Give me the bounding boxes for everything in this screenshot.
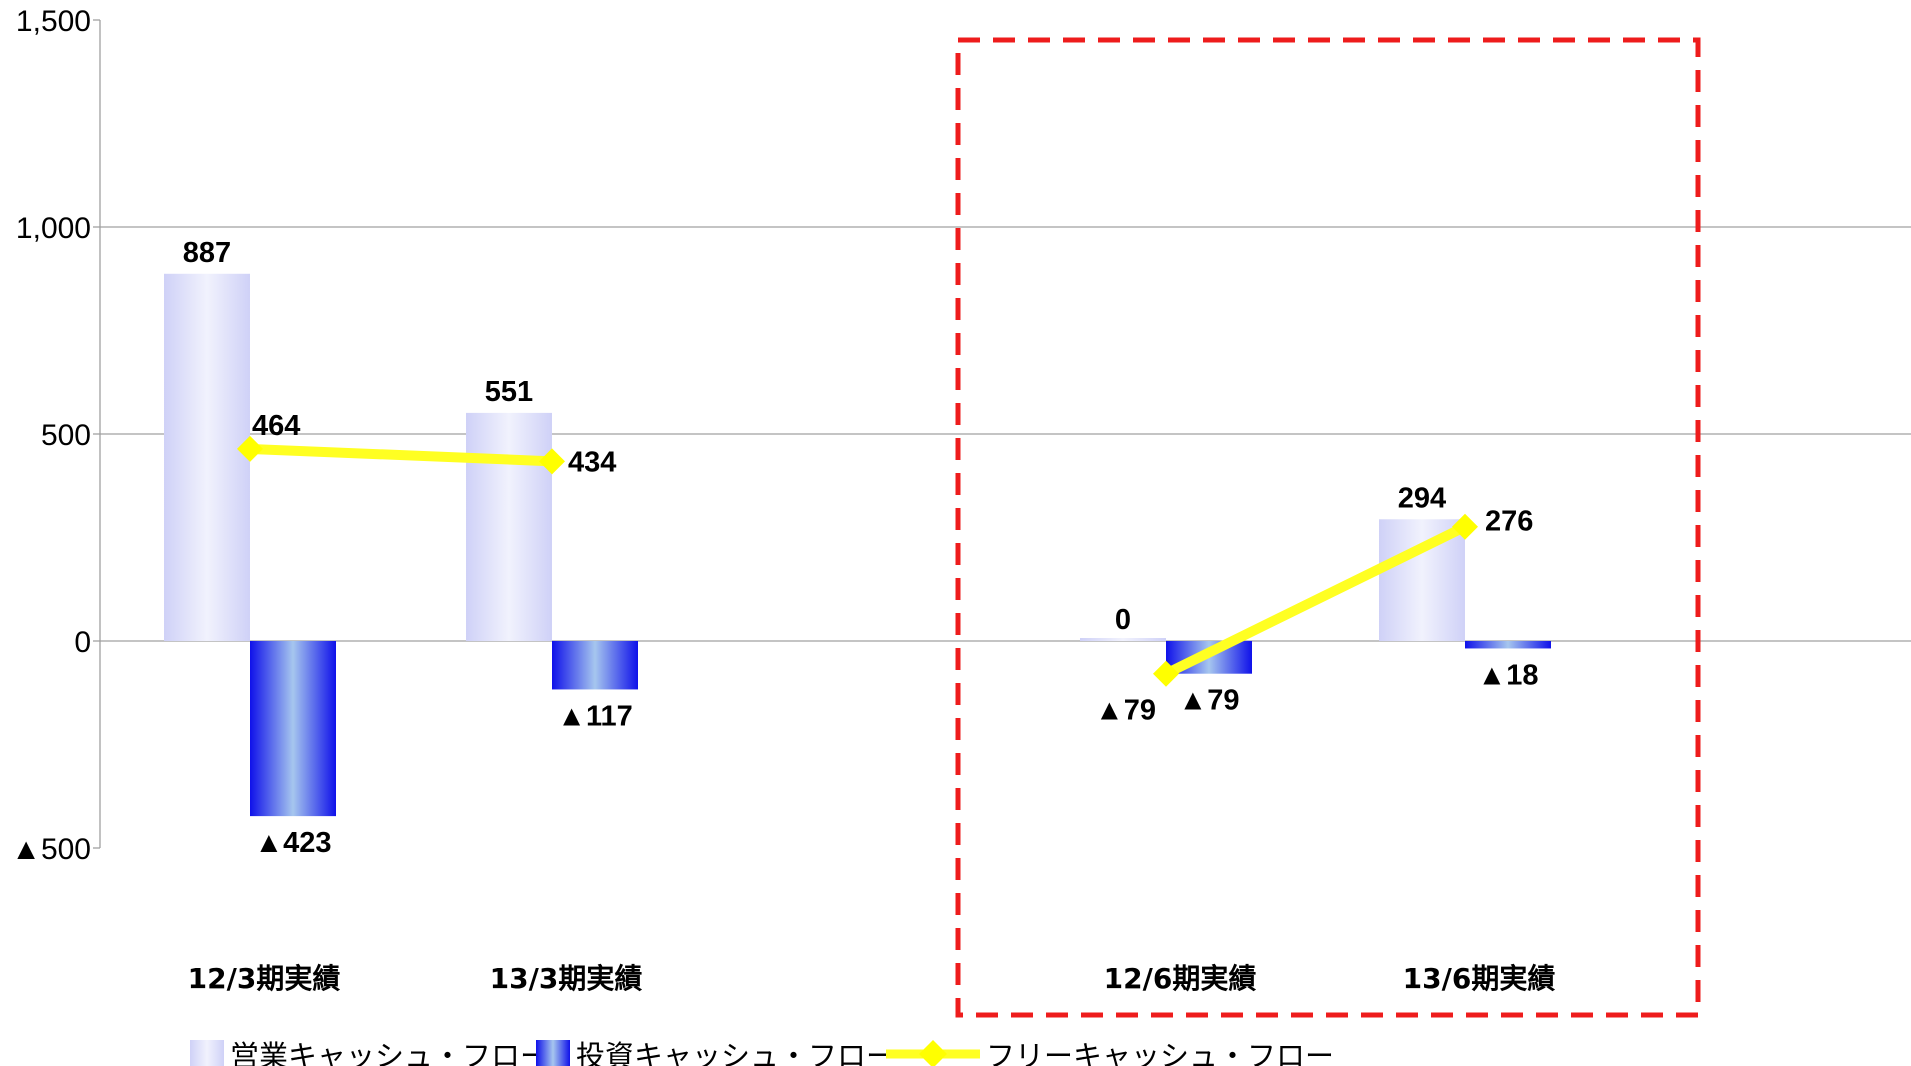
free-cf-marker xyxy=(1452,513,1478,540)
x-axis-categories: 12/3期実績 13/3期実績 12/6期実績 13/6期実績 xyxy=(188,962,1556,995)
operating-cf-label: 887 xyxy=(183,237,231,269)
y-tick-label: 1,500 xyxy=(16,5,91,38)
operating-cf-bar xyxy=(466,412,552,641)
free-cf-marker xyxy=(237,435,263,462)
legend-swatch-operating xyxy=(190,1040,224,1066)
legend-swatch-investing xyxy=(536,1040,570,1066)
investing-cf-label: ▲423 xyxy=(254,827,331,859)
operating-cf-bar xyxy=(1379,519,1465,641)
y-axis: 1,500 1,000 500 0 ▲500 xyxy=(11,5,101,866)
operating-cf-bar xyxy=(164,273,250,641)
gridlines xyxy=(100,226,1911,642)
legend-label-free: フリーキャッシュ・フロー xyxy=(986,1039,1334,1066)
free-cf-label: ▲79 xyxy=(1095,695,1156,727)
highlight-box xyxy=(955,37,1701,1018)
y-tick-label: ▲500 xyxy=(11,833,91,866)
y-tick-label: 1,000 xyxy=(16,212,91,245)
y-tick-label: 500 xyxy=(41,419,91,452)
free-cf-label: 276 xyxy=(1485,506,1533,538)
operating-cf-label: 294 xyxy=(1398,482,1446,514)
y-tick-label: 0 xyxy=(74,626,91,659)
operating-cf-label: 0 xyxy=(1115,604,1131,636)
free-cf-label: 434 xyxy=(568,446,616,478)
free-cf-line-segment xyxy=(1161,521,1470,679)
free-cf-label: 464 xyxy=(252,410,300,442)
free-cf-marker xyxy=(1153,660,1179,687)
bars xyxy=(164,273,1551,817)
free-cf-marker xyxy=(539,448,565,475)
legend: 営業キャッシュ・フロー 投資キャッシュ・フロー フリーキャッシュ・フロー xyxy=(190,1039,1334,1066)
operating-cf-label: 551 xyxy=(485,376,533,408)
investing-cf-bar xyxy=(1465,641,1551,649)
investing-cf-bar xyxy=(250,641,336,817)
operating-cf-bar xyxy=(1080,638,1166,641)
investing-cf-label: ▲79 xyxy=(1179,685,1240,717)
investing-cf-label: ▲18 xyxy=(1478,659,1539,691)
highlight-dashed-box xyxy=(955,37,1701,1018)
free-cash-flow-line xyxy=(237,435,1478,687)
category-label: 13/6期実績 xyxy=(1403,962,1556,995)
category-label: 12/6期実績 xyxy=(1104,962,1257,995)
category-label: 12/3期実績 xyxy=(188,962,341,995)
investing-cf-bar xyxy=(552,641,638,690)
investing-cf-label: ▲117 xyxy=(557,700,633,732)
legend-label-investing: 投資キャッシュ・フロー xyxy=(576,1039,895,1066)
legend-marker-free xyxy=(919,1040,947,1066)
free-cf-line-segment xyxy=(245,443,557,467)
category-label: 13/3期実績 xyxy=(490,962,643,995)
legend-label-operating: 営業キャッシュ・フロー xyxy=(230,1039,549,1066)
data-labels: 887 551 0 294 ▲423 ▲117 ▲79 ▲18 464 434 ▲79 276 xyxy=(183,237,1539,859)
